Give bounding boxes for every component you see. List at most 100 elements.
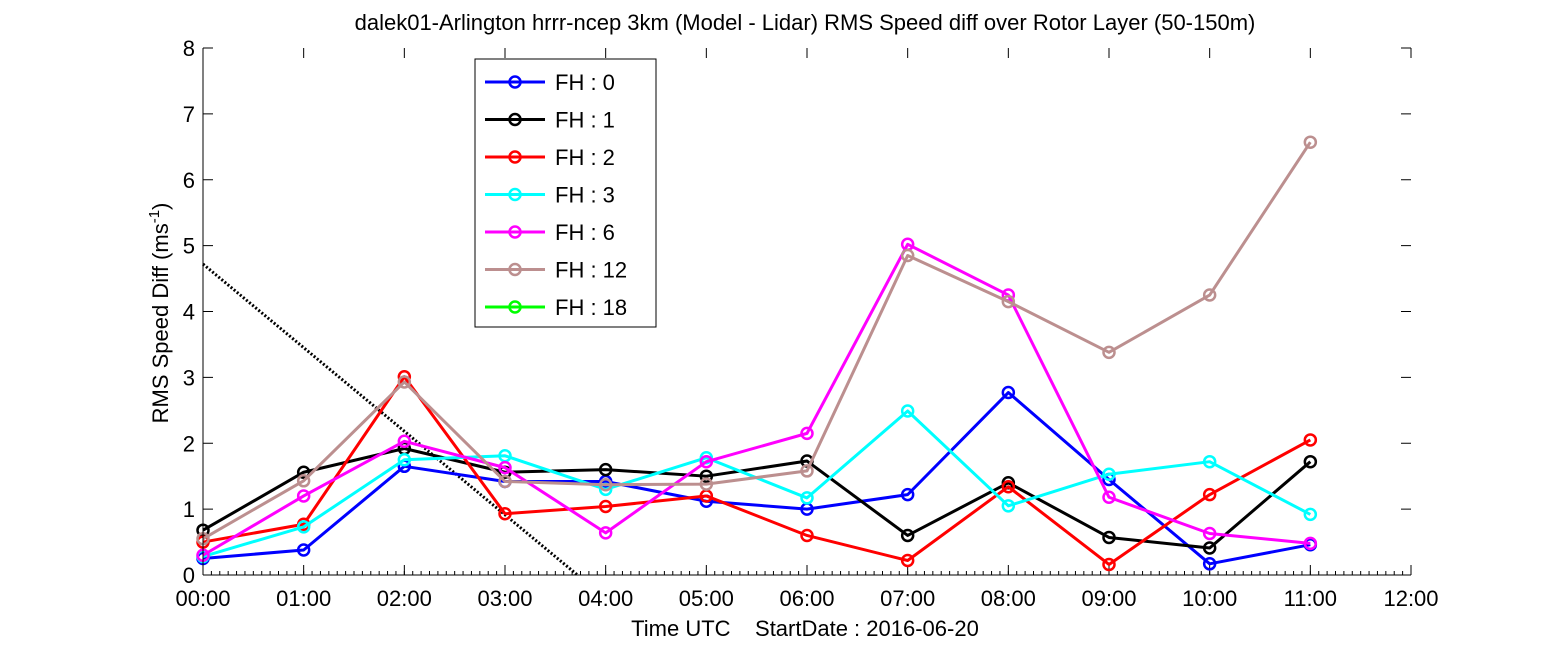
data-point	[800, 528, 814, 543]
legend-swatch-marker	[508, 262, 522, 277]
x-tick-label: 11:00	[1284, 586, 1337, 611]
x-tick-label: 06:00	[779, 586, 834, 611]
series-line	[202, 375, 1312, 566]
legend-item: FH : 18	[485, 295, 627, 320]
legend-swatch-marker	[508, 75, 522, 89]
legend-swatch-marker	[508, 300, 522, 314]
x-axis-label: Time UTC StartDate : 2016-06-20	[631, 616, 979, 641]
legend-item: FH : 0	[485, 70, 615, 95]
legend-item: FH : 3	[485, 183, 615, 208]
series-line	[202, 242, 1311, 557]
data-point	[1303, 135, 1318, 149]
data-point	[296, 489, 311, 503]
legend-label: FH : 1	[555, 108, 615, 133]
x-tick-label: 04:00	[578, 586, 633, 611]
series-line	[202, 391, 1311, 566]
data-point	[1102, 345, 1116, 360]
data-point	[900, 404, 915, 418]
y-tick-label: 8	[183, 36, 195, 61]
legend-item: FH : 6	[485, 220, 615, 245]
data-point	[900, 553, 915, 568]
legend-label: FH : 12	[555, 258, 627, 283]
axis-ticks	[202, 47, 1412, 576]
data-point	[1303, 507, 1318, 522]
data-point	[800, 426, 814, 441]
data-point	[1001, 385, 1016, 400]
data-point	[498, 460, 512, 475]
x-tick-label: 01:00	[276, 586, 331, 611]
data-point	[397, 452, 412, 467]
data-point	[1303, 433, 1318, 447]
y-tick-label: 2	[183, 431, 195, 456]
x-tick-labels: 00:00 01:00 02:00 03:00 04:00 05:00 06:00 07:00…	[175, 586, 1438, 611]
y-tick-label: 1	[183, 497, 195, 522]
data-point	[598, 499, 613, 514]
x-tick-label: 00:00	[175, 586, 230, 611]
x-tick-label: 08:00	[981, 586, 1036, 611]
legend-swatch-marker	[508, 112, 522, 127]
chart-title: dalek01-Arlington hrrr-ncep 3km (Model -…	[355, 10, 1256, 35]
data-point	[296, 520, 311, 534]
data-point	[498, 506, 512, 521]
y-tick-label: 0	[183, 563, 195, 588]
data-point	[699, 477, 714, 491]
data-point	[498, 474, 512, 489]
series-line	[202, 447, 1312, 550]
data-point	[800, 464, 814, 478]
series-layer	[196, 135, 1318, 572]
x-tick-label: 03:00	[477, 586, 532, 611]
data-point	[397, 434, 412, 449]
y-tick-label: 5	[183, 234, 195, 259]
legend-label: FH : 2	[555, 145, 615, 170]
series-5	[196, 135, 1318, 546]
x-tick-label: 02:00	[377, 586, 432, 611]
data-point	[900, 248, 915, 263]
data-point	[1202, 526, 1217, 541]
data-point	[1202, 487, 1217, 502]
data-point	[1303, 454, 1318, 469]
data-point	[1001, 479, 1016, 494]
legend-swatch-marker	[508, 187, 522, 202]
legend-swatch-marker	[508, 150, 522, 164]
data-point	[1202, 541, 1217, 555]
legend-item: FH : 1	[485, 108, 615, 133]
data-point	[296, 543, 311, 557]
data-point	[598, 462, 613, 477]
y-tick-labels: 0 1 2 3 4 5 6 7 8	[183, 36, 195, 588]
y-axis-label: RMS Speed Diff (ms-1)	[146, 203, 173, 424]
data-point	[699, 454, 714, 469]
legend-label: FH : 3	[555, 183, 615, 208]
data-point	[598, 478, 613, 492]
dotted-line	[202, 262, 579, 577]
data-point	[1001, 294, 1016, 309]
data-point	[1102, 557, 1116, 572]
data-point	[800, 491, 814, 505]
y-axis-label-sup: -1	[146, 210, 163, 223]
y-axis-label-end: )	[148, 203, 173, 210]
legend-item: FH : 2	[485, 145, 615, 170]
data-point	[699, 469, 714, 483]
data-point	[1102, 530, 1116, 545]
x-tick-label: 12:00	[1383, 586, 1438, 611]
data-point	[900, 528, 915, 543]
legend: FH : 0 FH : 1 FH : 2 FH : 3 FH : 6 FH : 12 FH …	[474, 58, 657, 328]
data-point	[1303, 536, 1318, 551]
legend-swatch-marker	[508, 225, 522, 239]
data-point	[1102, 467, 1116, 481]
data-point	[1202, 557, 1217, 571]
x-tick-label: 09:00	[1081, 586, 1136, 611]
data-point	[296, 465, 311, 479]
data-point	[1202, 454, 1217, 469]
legend-label: FH : 6	[555, 220, 615, 245]
data-point	[900, 487, 915, 502]
x-tick-label: 10:00	[1182, 586, 1237, 611]
y-tick-label: 3	[183, 365, 195, 390]
x-tick-label: 05:00	[679, 586, 734, 611]
legend-label: FH : 18	[555, 295, 627, 320]
data-point	[296, 474, 311, 488]
data-point	[1001, 499, 1016, 513]
x-tick-label: 07:00	[880, 586, 935, 611]
y-tick-label: 6	[183, 168, 195, 193]
